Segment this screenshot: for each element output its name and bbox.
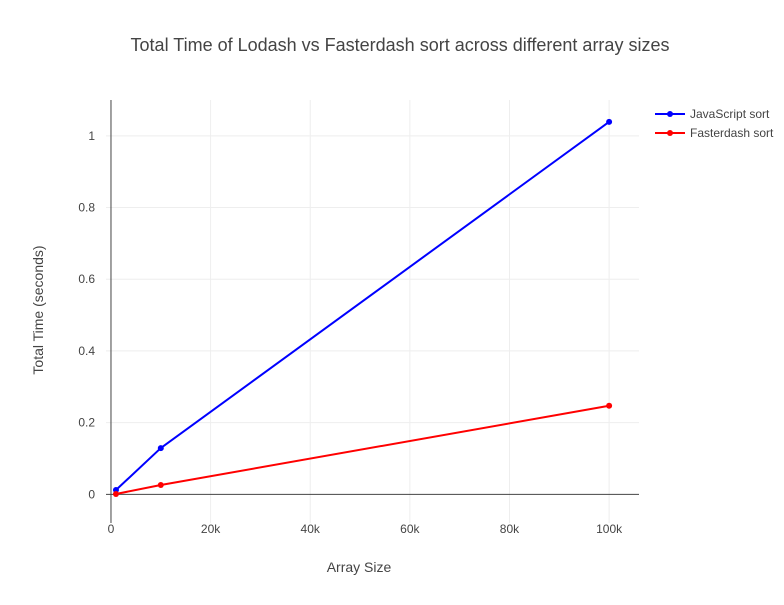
tick-layer: 0 20k 40k 60k 80k 100k 0 0.2 0.4 0.6 0.8 1 xyxy=(78,129,623,536)
x-tick-label-5: 100k xyxy=(596,522,623,536)
series-1-point-0 xyxy=(112,490,119,497)
x-tick-label-0: 0 xyxy=(108,522,115,536)
grid-layer xyxy=(106,100,639,523)
legend-marker-1 xyxy=(667,130,673,136)
series-1-point-1 xyxy=(157,482,164,489)
series-0-point-1 xyxy=(157,445,164,452)
x-axis-title: Array Size xyxy=(327,559,392,575)
y-tick-label-1: 0.2 xyxy=(78,416,95,430)
series-0-point-2 xyxy=(606,118,613,125)
series-line-1 xyxy=(114,404,611,495)
y-tick-label-3: 0.6 xyxy=(78,272,95,286)
y-tick-label-0: 0 xyxy=(88,487,95,501)
chart-title: Total Time of Lodash vs Fasterdash sort … xyxy=(131,35,670,55)
series-1-point-2 xyxy=(606,402,613,409)
y-axis-title: Total Time (seconds) xyxy=(30,245,46,374)
x-tick-label-3: 60k xyxy=(400,522,420,536)
series-layer xyxy=(112,118,613,497)
y-tick-label-2: 0.4 xyxy=(78,344,95,358)
legend: JavaScript sort Fasterdash sort xyxy=(655,107,774,140)
x-tick-label-1: 20k xyxy=(201,522,221,536)
legend-label-1: Fasterdash sort xyxy=(690,126,774,140)
legend-label-0: JavaScript sort xyxy=(690,107,770,121)
x-tick-label-4: 80k xyxy=(500,522,520,536)
legend-marker-0 xyxy=(667,111,673,117)
y-tick-label-4: 0.8 xyxy=(78,201,95,215)
y-tick-label-5: 1 xyxy=(88,129,95,143)
axis-layer xyxy=(106,100,639,523)
series-line-0 xyxy=(114,120,611,492)
x-tick-label-2: 40k xyxy=(301,522,321,536)
